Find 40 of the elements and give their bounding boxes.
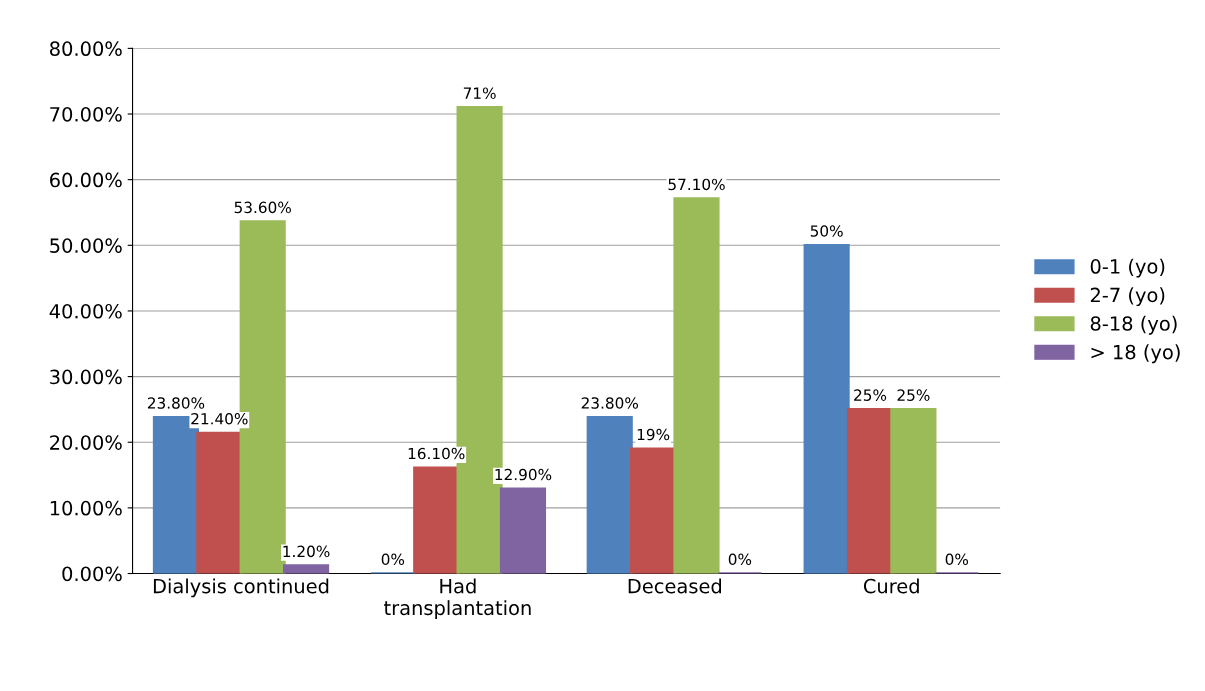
x-tick-label: Dialysis continued bbox=[153, 578, 329, 598]
y-tick-label: 20.00% bbox=[50, 435, 122, 450]
bar bbox=[586, 415, 633, 574]
data-label: 1.20% bbox=[283, 545, 330, 558]
y-tick-label: 50.00% bbox=[50, 238, 122, 253]
x-tick-label: Cured bbox=[863, 578, 919, 594]
y-tick-label: 0.00% bbox=[62, 566, 122, 582]
data-label: 0% bbox=[381, 553, 405, 566]
legend-label: > 18 (yo) bbox=[1091, 344, 1180, 364]
data-label: 50% bbox=[810, 225, 843, 237]
data-label: 21.40% bbox=[191, 412, 248, 425]
bar bbox=[282, 564, 330, 574]
y-tick-label: 40.00% bbox=[49, 303, 122, 319]
data-label: 0% bbox=[728, 553, 752, 566]
bar bbox=[673, 197, 720, 574]
y-tick-label: 80.00% bbox=[50, 41, 122, 57]
y-tick-label: 70.00% bbox=[50, 106, 122, 122]
data-label: 57.10% bbox=[668, 178, 725, 191]
y-tick-label: 10.00% bbox=[50, 500, 122, 516]
legend-label: 2-7 (yo) bbox=[1090, 287, 1165, 307]
data-label: 25% bbox=[897, 389, 930, 401]
y-tick-label: 30.00% bbox=[50, 369, 122, 385]
bar bbox=[413, 466, 460, 574]
data-label: 23.80% bbox=[147, 397, 205, 409]
data-label: 0% bbox=[945, 553, 969, 566]
x-tick-label: Had transplantation bbox=[384, 578, 531, 619]
x-tick-label: Deceased bbox=[628, 578, 721, 594]
data-label: 19% bbox=[637, 428, 670, 441]
data-label: 23.80% bbox=[581, 397, 639, 409]
y-tick-label: 60.00% bbox=[50, 172, 122, 188]
legend-label: 8-18 (yo) bbox=[1090, 315, 1177, 335]
data-label: 71% bbox=[463, 87, 496, 99]
data-label: 12.90% bbox=[495, 468, 552, 481]
data-label: 53.60% bbox=[234, 201, 291, 214]
legend-label: 0-1 (yo) bbox=[1090, 258, 1165, 278]
bar bbox=[890, 408, 937, 574]
data-label: 25% bbox=[854, 389, 887, 401]
bar bbox=[499, 487, 547, 574]
bar bbox=[803, 243, 850, 574]
data-label: 16.10% bbox=[408, 447, 465, 460]
